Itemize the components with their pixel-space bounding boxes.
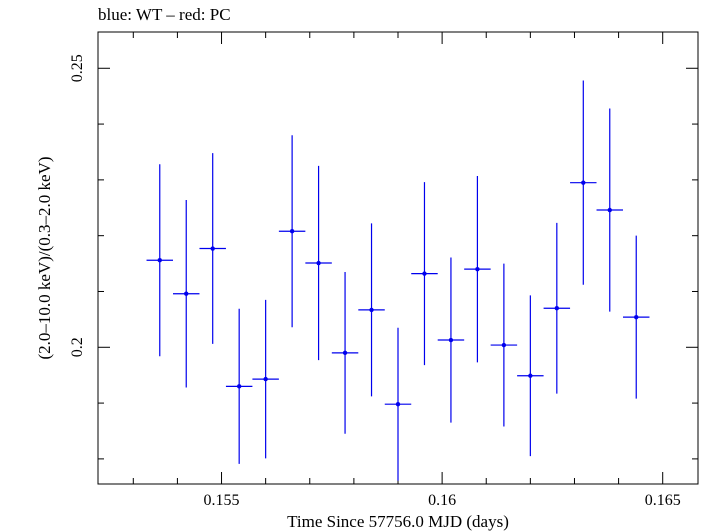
data-marker bbox=[289, 229, 295, 234]
x-tick-label: 0.155 bbox=[204, 492, 240, 509]
data-marker bbox=[184, 291, 189, 296]
data-marker bbox=[395, 402, 401, 407]
data-point bbox=[225, 308, 253, 464]
axis-ticks bbox=[98, 32, 698, 484]
y-tick-label: 0.25 bbox=[69, 54, 86, 82]
data-marker bbox=[501, 342, 507, 348]
data-point bbox=[596, 108, 623, 312]
data-marker bbox=[236, 384, 242, 389]
data-marker bbox=[448, 337, 454, 343]
data-marker bbox=[422, 271, 427, 276]
y-axis-label: (2.0–10.0 keV)/(0.3–2.0 keV) bbox=[35, 156, 54, 359]
x-tick-label: 0.165 bbox=[645, 492, 681, 509]
data-point bbox=[278, 135, 306, 328]
data-point bbox=[146, 164, 173, 357]
data-marker bbox=[528, 373, 533, 378]
x-axis-label: Time Since 57756.0 MJD (days) bbox=[287, 512, 509, 531]
data-marker bbox=[581, 180, 586, 185]
data-point bbox=[490, 263, 518, 427]
x-tick-label: 0.16 bbox=[428, 492, 456, 509]
data-point bbox=[411, 182, 438, 366]
data-marker bbox=[554, 306, 560, 311]
data-marker bbox=[316, 260, 321, 266]
data-point bbox=[570, 80, 597, 285]
data-marker bbox=[475, 266, 480, 272]
data-marker bbox=[369, 307, 374, 313]
data-point bbox=[543, 222, 571, 394]
data-point bbox=[199, 153, 226, 344]
data-point bbox=[517, 295, 544, 457]
data-point bbox=[358, 223, 385, 397]
data-marker bbox=[263, 376, 268, 382]
data-marker bbox=[634, 314, 639, 320]
data-marker bbox=[157, 258, 162, 263]
y-tick-label: 0.2 bbox=[69, 337, 86, 357]
data-point bbox=[252, 299, 279, 459]
data-point bbox=[437, 257, 465, 423]
data-marker bbox=[210, 246, 215, 251]
data-point bbox=[305, 165, 332, 361]
data-point bbox=[623, 235, 650, 399]
data-point bbox=[384, 327, 412, 481]
data-marker bbox=[342, 350, 348, 356]
chart-title: blue: WT – red: PC bbox=[98, 5, 231, 24]
data-series bbox=[146, 80, 650, 481]
data-point bbox=[331, 271, 359, 434]
data-point bbox=[173, 199, 200, 388]
axis-tick-labels: 0.155 0.16 0.165 0.2 0.25 bbox=[69, 54, 681, 509]
data-marker bbox=[607, 207, 612, 213]
data-point bbox=[464, 175, 491, 363]
